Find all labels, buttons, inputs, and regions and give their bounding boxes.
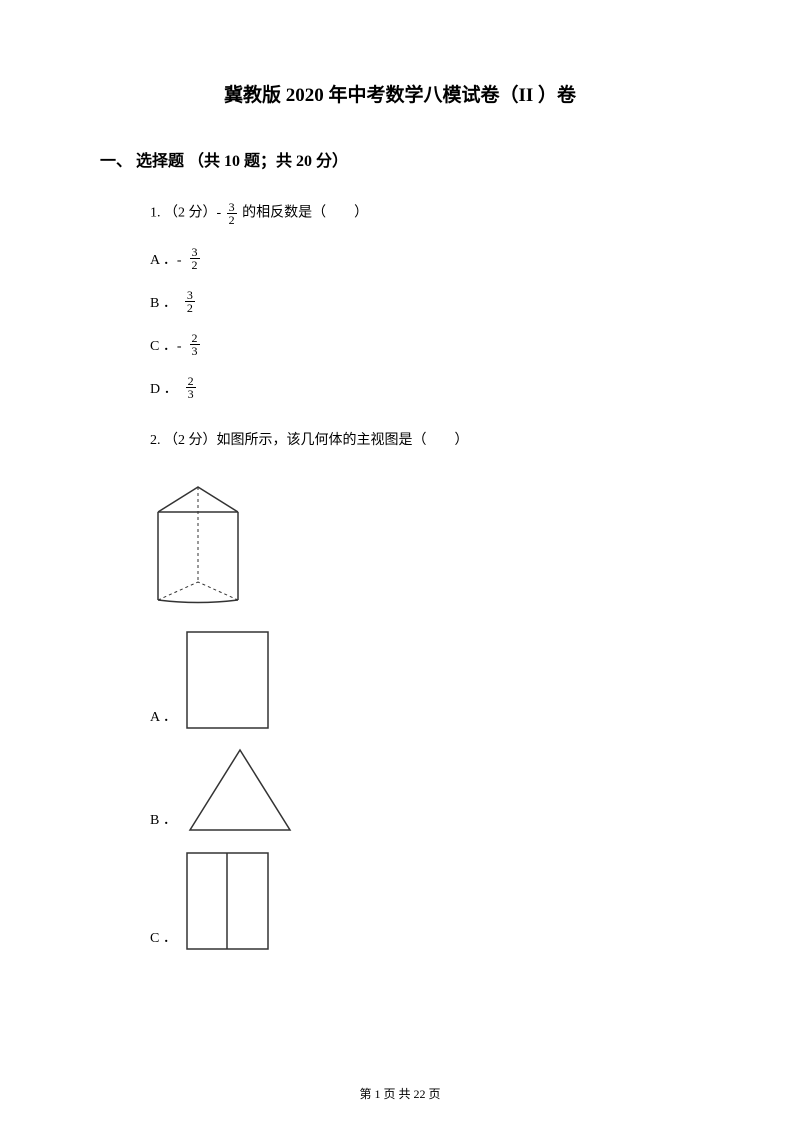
q2-optA-label: A ． (150, 706, 177, 730)
q1-optC-label: C ．- (150, 335, 182, 355)
q1-optD-den: 3 (186, 388, 196, 400)
q2-optB-label: B ． (150, 809, 177, 833)
q2-option-a-row: A ． (150, 630, 700, 730)
q1-option-a: A ．- 3 2 (150, 246, 700, 271)
q1-optB-den: 2 (185, 302, 195, 314)
q1-suffix: 的相反数是（ ） (242, 206, 368, 221)
q1-prefix: 1. （2 分）- (150, 206, 225, 221)
section-header: 一、 选择题 （共 10 题；共 20 分） (100, 147, 700, 171)
prism-icon (150, 482, 245, 607)
q1-den: 2 (227, 214, 237, 226)
q1-fraction: 3 2 (227, 201, 237, 226)
q1-option-b: B ． 3 2 (150, 289, 700, 314)
question-1: 1. （2 分）- 3 2 的相反数是（ ） A ．- 3 2 B ． 3 2 … (150, 201, 700, 400)
q2-prism-figure (150, 482, 700, 612)
page-title: 冀教版 2020 年中考数学八模试卷（II ）卷 (100, 80, 700, 107)
q2-optC-label: C ． (150, 927, 177, 951)
q1-optB-fraction: 3 2 (185, 289, 195, 314)
q2-option-c-row: C ． (150, 851, 700, 951)
question-2-text: 2. （2 分）如图所示，该几何体的主视图是（ ） (150, 430, 700, 452)
q1-option-c: C ．- 2 3 (150, 332, 700, 357)
rectangle-icon (185, 630, 270, 730)
q1-optA-den: 2 (190, 259, 200, 271)
question-2: 2. （2 分）如图所示，该几何体的主视图是（ ） (150, 430, 700, 452)
q1-optD-label: D ． (150, 378, 178, 398)
q1-optA-fraction: 3 2 (190, 246, 200, 271)
q1-optA-label: A ．- (150, 249, 182, 269)
split-rectangle-icon (185, 851, 270, 951)
page-footer: 第 1 页 共 22 页 (0, 1085, 800, 1102)
question-1-text: 1. （2 分）- 3 2 的相反数是（ ） (150, 201, 700, 226)
q1-optD-fraction: 2 3 (186, 375, 196, 400)
q1-optC-den: 3 (190, 345, 200, 357)
q1-optB-label: B ． (150, 292, 177, 312)
q2-option-b-row: B ． (150, 748, 700, 833)
triangle-icon (185, 748, 295, 833)
q1-optC-fraction: 2 3 (190, 332, 200, 357)
q1-option-d: D ． 2 3 (150, 375, 700, 400)
